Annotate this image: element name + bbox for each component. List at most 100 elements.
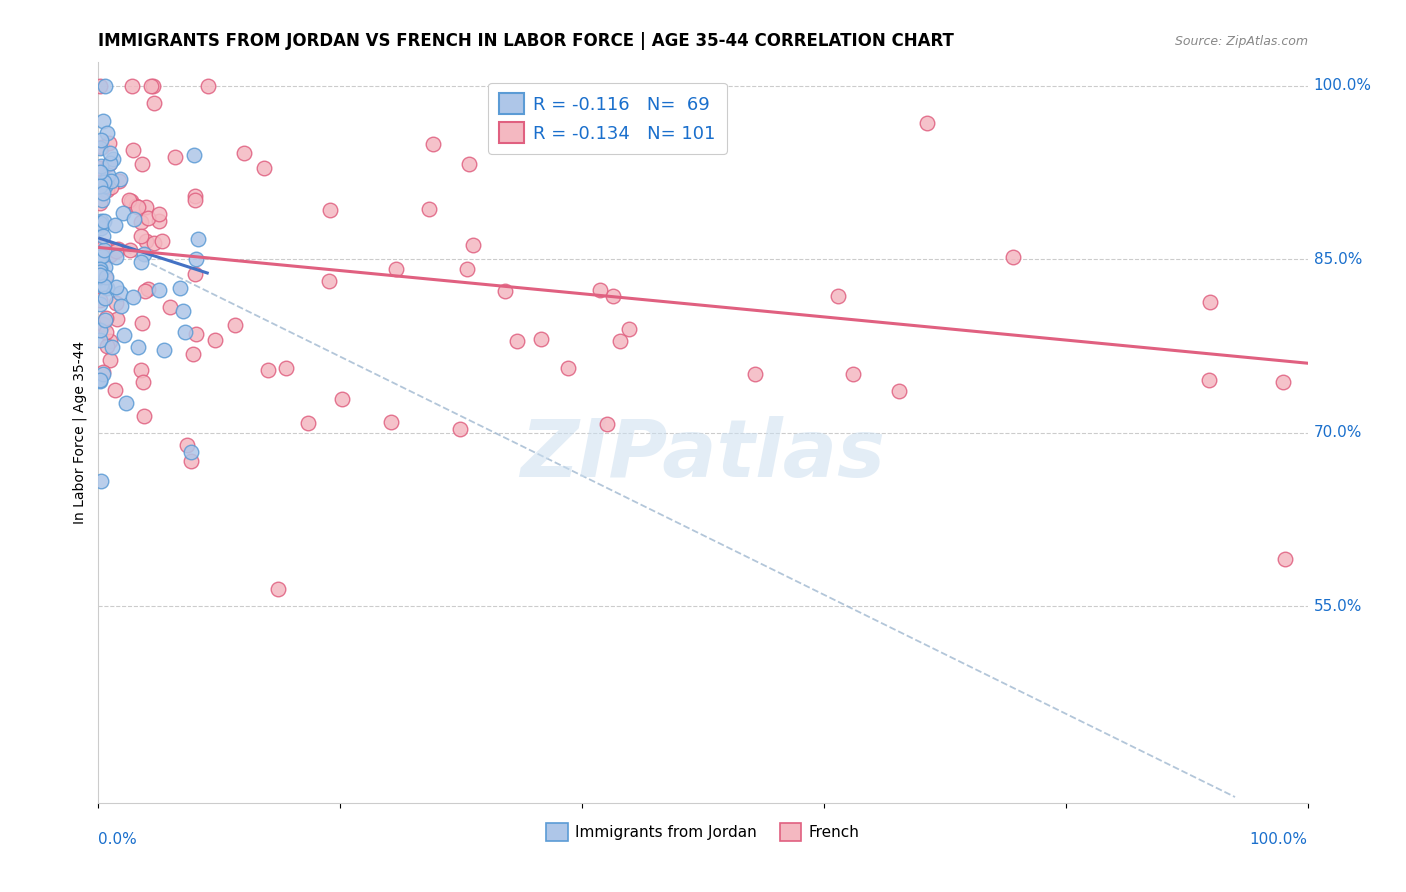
- Point: [121, 78, 143, 93]
- Point: [93, 186, 115, 200]
- Point: [602, 288, 624, 302]
- Point: [105, 295, 128, 310]
- Text: 85.0%: 85.0%: [1313, 252, 1362, 267]
- Text: Source: ZipAtlas.com: Source: ZipAtlas.com: [1174, 35, 1308, 47]
- Point: [93, 270, 115, 285]
- Point: [89, 261, 111, 276]
- Point: [152, 343, 174, 358]
- Point: [98, 248, 121, 262]
- Point: [91, 162, 114, 177]
- Text: ZIPatlas: ZIPatlas: [520, 416, 886, 494]
- Point: [94, 311, 117, 326]
- Point: [183, 193, 205, 207]
- Point: [98, 136, 121, 150]
- Point: [135, 200, 157, 214]
- Point: [100, 180, 122, 194]
- Point: [152, 234, 174, 248]
- Point: [89, 216, 111, 230]
- Point: [319, 203, 342, 218]
- Point: [89, 297, 111, 311]
- Point: [131, 316, 153, 330]
- Point: [887, 384, 910, 398]
- Point: [609, 334, 631, 348]
- Point: [122, 290, 145, 304]
- Point: [107, 243, 129, 257]
- Point: [506, 334, 529, 348]
- Point: [100, 174, 122, 188]
- Point: [131, 255, 153, 269]
- Text: 100.0%: 100.0%: [1313, 78, 1372, 93]
- Point: [917, 116, 939, 130]
- Point: [90, 278, 112, 293]
- Point: [110, 172, 132, 186]
- Point: [96, 281, 118, 295]
- Point: [96, 270, 118, 285]
- Point: [90, 249, 112, 263]
- Point: [134, 284, 156, 298]
- Point: [596, 417, 619, 431]
- Point: [89, 268, 111, 283]
- Point: [557, 360, 579, 375]
- Point: [1198, 294, 1220, 309]
- Point: [104, 218, 127, 232]
- Point: [589, 283, 612, 297]
- Point: [617, 322, 640, 336]
- Point: [131, 157, 153, 171]
- Point: [93, 243, 115, 257]
- Point: [89, 323, 111, 337]
- Point: [91, 365, 114, 379]
- Point: [232, 145, 254, 160]
- Point: [98, 155, 121, 169]
- Point: [129, 363, 152, 377]
- Point: [94, 291, 117, 305]
- Point: [187, 232, 209, 246]
- Point: [121, 143, 143, 157]
- Point: [94, 78, 117, 93]
- Text: 0.0%: 0.0%: [98, 832, 138, 847]
- Point: [89, 141, 111, 155]
- Point: [134, 247, 156, 261]
- Point: [101, 340, 124, 354]
- Point: [204, 334, 226, 348]
- Point: [457, 157, 479, 171]
- Point: [89, 293, 111, 307]
- Point: [89, 218, 111, 232]
- Text: 55.0%: 55.0%: [1313, 599, 1362, 614]
- Point: [1001, 250, 1024, 264]
- Point: [129, 215, 152, 229]
- Point: [115, 396, 138, 410]
- Point: [105, 312, 128, 326]
- Point: [125, 199, 148, 213]
- Point: [93, 175, 115, 189]
- Point: [101, 152, 124, 166]
- Point: [94, 313, 117, 327]
- Point: [1272, 375, 1295, 389]
- Point: [104, 244, 127, 258]
- Point: [135, 234, 157, 248]
- Y-axis label: In Labor Force | Age 35-44: In Labor Force | Age 35-44: [73, 341, 87, 524]
- Point: [385, 261, 408, 276]
- Point: [96, 126, 118, 140]
- Point: [744, 367, 766, 381]
- Point: [93, 214, 115, 228]
- Point: [110, 299, 132, 313]
- Point: [142, 236, 165, 251]
- Point: [120, 243, 142, 257]
- Point: [827, 289, 849, 303]
- Point: [224, 318, 246, 333]
- Point: [172, 303, 194, 318]
- Point: [90, 474, 112, 488]
- Point: [91, 368, 114, 382]
- Legend: Immigrants from Jordan, French: Immigrants from Jordan, French: [540, 817, 866, 847]
- Point: [169, 281, 191, 295]
- Point: [89, 270, 111, 285]
- Point: [94, 179, 117, 194]
- Point: [461, 238, 484, 252]
- Point: [136, 211, 159, 226]
- Point: [176, 438, 198, 452]
- Point: [89, 78, 111, 93]
- Point: [132, 409, 155, 424]
- Point: [100, 145, 122, 160]
- Point: [129, 229, 152, 244]
- Point: [93, 239, 115, 253]
